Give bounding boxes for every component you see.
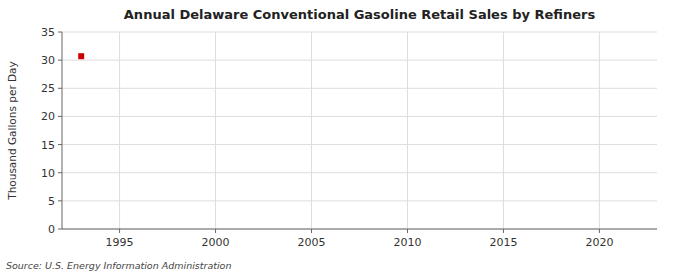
- y-tick-label: 30: [41, 54, 55, 67]
- x-tick-label: 2015: [489, 236, 517, 249]
- x-tick-label: 1995: [106, 236, 134, 249]
- grid-line-x: [215, 32, 216, 229]
- y-tick-label: 5: [48, 195, 55, 208]
- grid-line-y: [62, 60, 657, 61]
- y-tick: [58, 88, 62, 89]
- grid-line-y: [62, 200, 657, 201]
- grid: [62, 32, 657, 229]
- x-tick: [311, 229, 312, 233]
- grid-line-y: [62, 116, 657, 117]
- y-tick: [58, 60, 62, 61]
- y-tick: [58, 229, 62, 230]
- y-tick: [58, 200, 62, 201]
- y-axis-label: Thousand Gallons per Day: [6, 61, 18, 201]
- x-tick-label: 2020: [585, 236, 613, 249]
- title: Annual Delaware Conventional Gasoline Re…: [124, 7, 596, 22]
- y-tick: [58, 144, 62, 145]
- x-tick: [503, 229, 504, 233]
- y-tick-label: 15: [41, 139, 55, 152]
- y-tick-label: 20: [41, 110, 55, 123]
- y-tick-label: 25: [41, 82, 55, 95]
- y-axis-line: [62, 32, 63, 229]
- x-tick: [599, 229, 600, 233]
- x-tick-label: 2005: [298, 236, 326, 249]
- grid-line-y: [62, 229, 657, 230]
- grid-line-x: [119, 32, 120, 229]
- grid-line-y: [62, 144, 657, 145]
- x-axis-line: [62, 229, 657, 230]
- x-tick-label: 2000: [202, 236, 230, 249]
- grid-line-x: [311, 32, 312, 229]
- grid-line-x: [407, 32, 408, 229]
- x-tick-label: 2010: [393, 236, 421, 249]
- chart: 1995 2000 2005 2010 2015 2020 0 5 10 15 20 25 30 35 An…: [0, 0, 675, 275]
- grid-line-x: [599, 32, 600, 229]
- x-tick: [215, 229, 216, 233]
- y-tick-label: 0: [48, 223, 55, 236]
- grid-line-y: [62, 88, 657, 89]
- points: [78, 53, 84, 59]
- x-tick: [119, 229, 120, 233]
- x-tick: [407, 229, 408, 233]
- y-tick-label: 35: [41, 26, 55, 39]
- y-tick: [58, 116, 62, 117]
- grid-line-y: [62, 32, 657, 33]
- grid-line-y: [62, 172, 657, 173]
- chart-container: 1995 2000 2005 2010 2015 2020 0 5 10 15 20 25 30 35 An…: [0, 0, 675, 275]
- y-tick-label: 10: [41, 167, 55, 180]
- y-tick: [58, 172, 62, 173]
- point: [78, 53, 84, 59]
- axes: 1995 2000 2005 2010 2015 2020 0 5 10 15 20 25 30 35: [41, 26, 657, 249]
- y-tick: [58, 32, 62, 33]
- source: Source: U.S. Energy Information Administ…: [6, 260, 231, 271]
- grid-line-x: [503, 32, 504, 229]
